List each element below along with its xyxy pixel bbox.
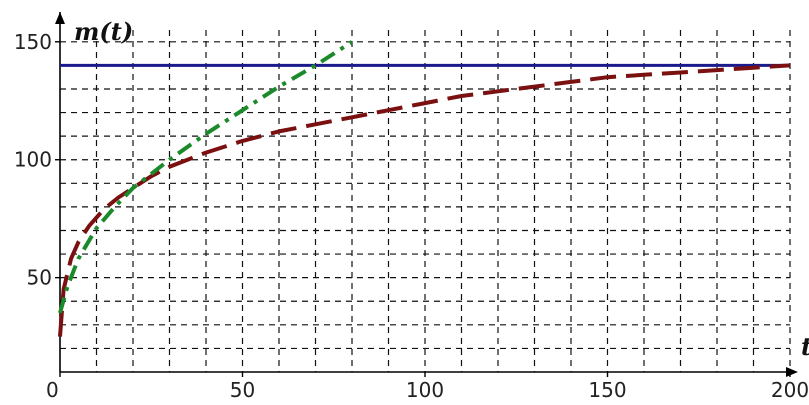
x-tick-label: 200 <box>771 378 809 402</box>
y-tick-label: 50 <box>27 266 52 290</box>
y-axis-label: m(t) <box>74 17 133 46</box>
y-tick-label: 100 <box>14 148 52 172</box>
series-line-3 <box>58 40 354 314</box>
x-tick-label: 100 <box>406 378 444 402</box>
series <box>58 40 791 337</box>
y-tick-label: 150 <box>14 30 52 54</box>
x-tick-label: 50 <box>230 378 255 402</box>
y-axis-arrow <box>55 12 65 24</box>
series-line-2 <box>58 63 791 337</box>
x-axis-arrow <box>786 367 798 377</box>
tick-labels: 0 50 100 150 200 50 100 150 <box>14 30 809 402</box>
grid <box>60 30 791 372</box>
x-axis-label: t <box>801 332 809 361</box>
x-tick-label: 150 <box>588 378 626 402</box>
x-tick-label: 0 <box>46 378 59 402</box>
